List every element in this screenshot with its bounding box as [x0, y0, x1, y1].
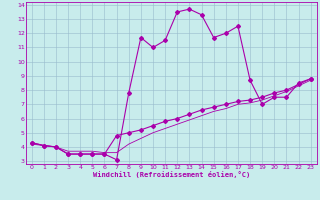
X-axis label: Windchill (Refroidissement éolien,°C): Windchill (Refroidissement éolien,°C): [92, 171, 250, 178]
